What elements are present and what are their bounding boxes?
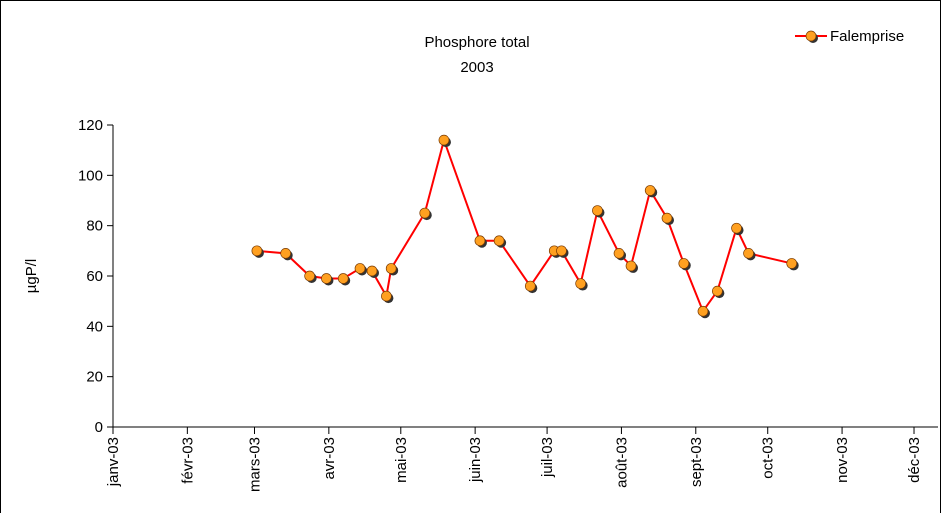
marker [524, 280, 536, 292]
marker [354, 263, 366, 274]
y-tick-label: 20 [86, 369, 103, 386]
x-tick-label: juin-03 [467, 437, 484, 483]
x-tick-label: avr-03 [321, 437, 338, 480]
chart-title: Phosphore total [424, 34, 529, 51]
marker [493, 235, 505, 247]
marker [712, 285, 723, 297]
x-tick-label: mai-03 [393, 437, 410, 483]
x-tick-label: sept-03 [688, 437, 705, 487]
x-tick-label: oct-03 [760, 437, 777, 479]
marker [661, 212, 673, 224]
x-tick-label: janv-03 [105, 437, 122, 487]
x-tick-label: nov-03 [834, 437, 851, 483]
y-tick-label: 40 [86, 318, 103, 335]
y-tick-label: 60 [86, 268, 103, 285]
series-line [256, 136, 792, 314]
legend-marker [805, 30, 817, 42]
marker [321, 273, 332, 284]
legend-label: Falemprise [830, 28, 904, 45]
marker [381, 290, 392, 302]
marker [625, 260, 637, 272]
marker [304, 270, 316, 282]
marker [678, 258, 690, 269]
y-axis-label: µgP/l [23, 259, 40, 294]
marker [474, 235, 486, 247]
x-tick-label: août-03 [613, 437, 630, 488]
marker [592, 205, 603, 216]
y-tick-label: 0 [95, 419, 103, 436]
marker [743, 248, 754, 259]
marker [556, 245, 567, 257]
y-tick-label: 120 [78, 117, 103, 134]
marker [385, 263, 397, 274]
x-tick-label: déc-03 [906, 437, 923, 483]
marker [731, 222, 742, 234]
marker [613, 248, 625, 259]
marker [251, 245, 263, 257]
marker [644, 185, 656, 196]
y-tick-label: 100 [78, 167, 103, 184]
x-tick-label: mars-03 [246, 437, 263, 492]
marker [697, 305, 709, 317]
marker [786, 258, 798, 269]
chart-subtitle: 2003 [460, 59, 493, 76]
marker [575, 278, 587, 289]
marker [366, 265, 378, 277]
marker [419, 207, 431, 219]
x-tick-label: févr-03 [179, 437, 196, 484]
y-tick-label: 80 [86, 218, 103, 235]
marker [438, 134, 450, 146]
marker [337, 273, 349, 284]
marker [280, 248, 292, 259]
x-tick-label: juil-03 [539, 437, 556, 478]
